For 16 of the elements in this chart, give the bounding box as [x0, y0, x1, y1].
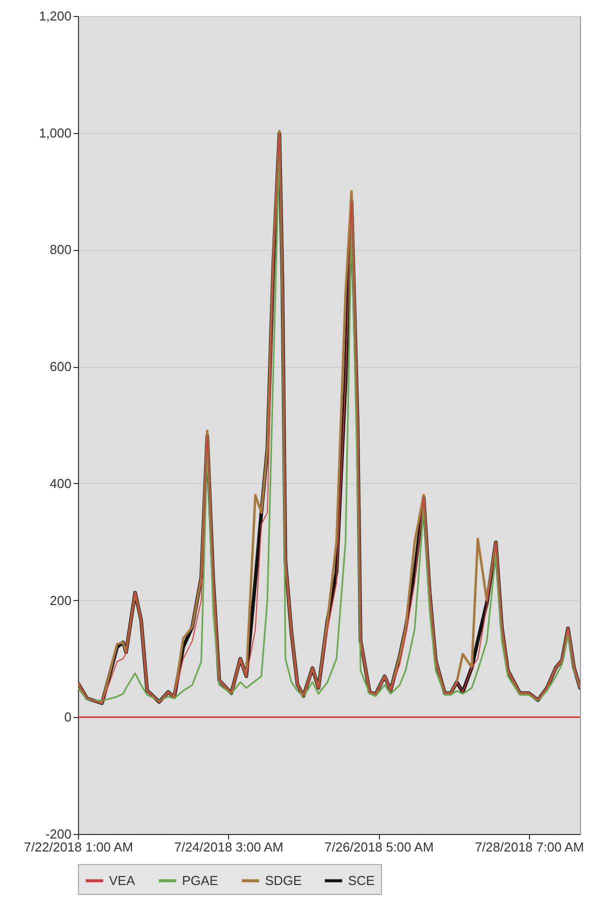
y-tick-label: 600 — [50, 359, 72, 374]
x-tick-label: 7/26/2018 5:00 AM — [324, 840, 434, 854]
y-tick-label: 800 — [50, 242, 72, 258]
y-tick-label: -200 — [45, 826, 72, 842]
legend-label: VEA — [109, 872, 136, 888]
legend-label: SCE — [348, 872, 376, 888]
y-tick-label: 0 — [64, 710, 72, 725]
y-tick-label: 1,200 — [38, 8, 72, 24]
x-tick-label: 7/22/2018 1:00 AM — [24, 840, 134, 854]
legend-label: PGAE — [182, 872, 218, 888]
y-tick-label: 200 — [50, 592, 72, 608]
y-tick-label: 1,000 — [38, 125, 72, 140]
legend-label: SDGE — [265, 872, 302, 888]
y-tick-label: 400 — [50, 476, 72, 491]
x-tick-label: 7/28/2018 7:00 AM — [474, 840, 584, 854]
x-tick-label: 7/24/2018 3:00 AM — [174, 840, 284, 854]
